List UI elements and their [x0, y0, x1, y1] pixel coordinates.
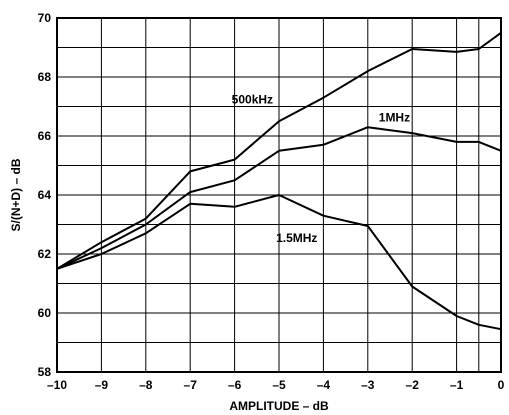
series-line-1-5mhz	[56, 194, 502, 331]
series-label: 1MHz	[379, 110, 410, 124]
x-tick-label: 0	[498, 378, 505, 392]
series-labels: 500kHz 1MHz 1.5MHz	[232, 93, 410, 246]
x-tick-label: –5	[272, 378, 286, 392]
x-tick-label: –1	[450, 378, 464, 392]
y-tick-label: 58	[38, 365, 52, 379]
x-tick-label: –9	[95, 378, 109, 392]
series-label: 1.5MHz	[276, 231, 317, 245]
y-tick-labels: 58 60 62 64 66 68 70	[38, 11, 52, 379]
x-tick-label: –3	[361, 378, 375, 392]
x-tick-label: –7	[184, 378, 198, 392]
series-line-1mhz	[56, 126, 502, 270]
y-tick-label: 70	[38, 11, 52, 25]
x-tick-labels: –10 –9 –8 –7 –6 –5 –4 –3 –2 –1 0	[47, 378, 505, 392]
y-tick-label: 62	[38, 247, 52, 261]
x-tick-label: –10	[47, 378, 67, 392]
x-tick-label: –6	[228, 378, 242, 392]
series-label: 500kHz	[232, 93, 273, 107]
x-tick-label: –8	[139, 378, 153, 392]
plot-frame	[56, 17, 502, 373]
x-tick-label: –4	[317, 378, 331, 392]
y-tick-label: 66	[38, 129, 52, 143]
series-lines	[56, 31, 502, 331]
y-tick-label: 68	[38, 70, 52, 84]
x-tick-label: –2	[406, 378, 420, 392]
x-axis-title: AMPLITUDE – dB	[229, 399, 329, 413]
series-line-500khz	[56, 31, 502, 270]
y-tick-label: 64	[38, 188, 52, 202]
y-tick-label: 60	[38, 306, 52, 320]
y-axis-title: S/(N+D) – dB	[9, 158, 23, 231]
